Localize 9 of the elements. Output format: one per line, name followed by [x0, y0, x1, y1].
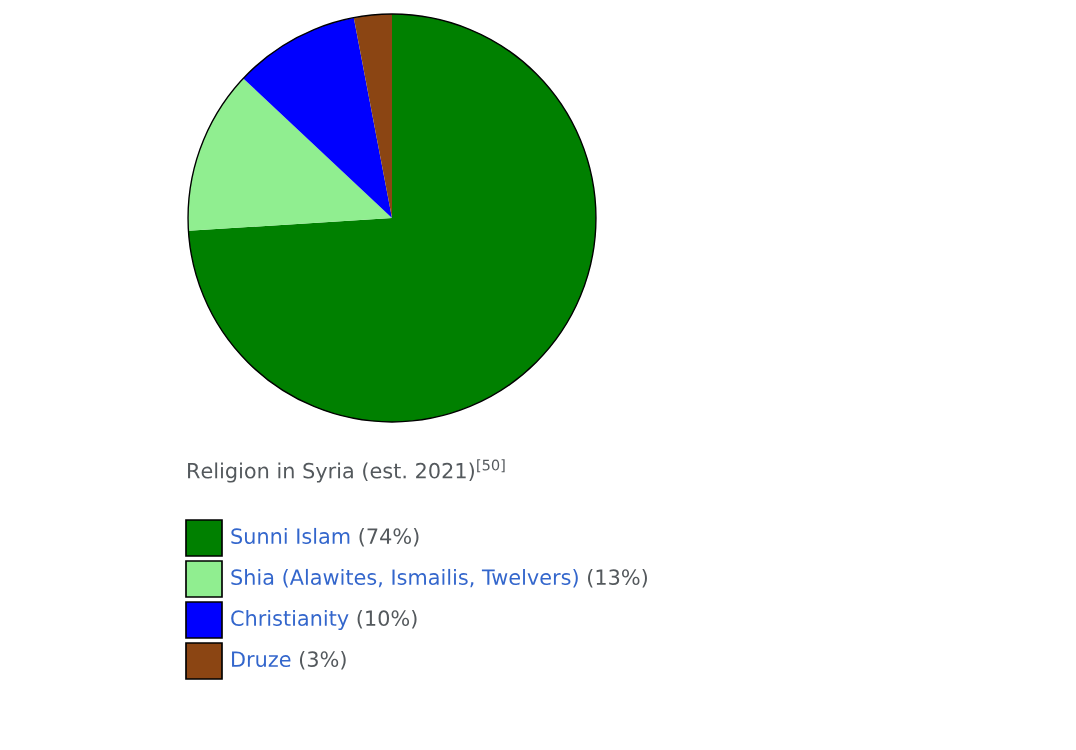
legend-label: Sunni Islam	[231, 527, 350, 545]
text: Religion in Syria (est. 2021)$^{[50]}$	[188, 459, 505, 483]
data-label: (10%)	[357, 609, 417, 629]
data-label: (13%)	[588, 568, 647, 588]
legend-label: Shia (Alawites, Ismailis, Twelvers)	[231, 568, 578, 588]
data-label: (3%)	[299, 650, 346, 670]
legend-label: Christianity	[231, 609, 349, 631]
legend-label: Druze	[232, 651, 291, 668]
data-label: (74%)	[359, 527, 419, 547]
